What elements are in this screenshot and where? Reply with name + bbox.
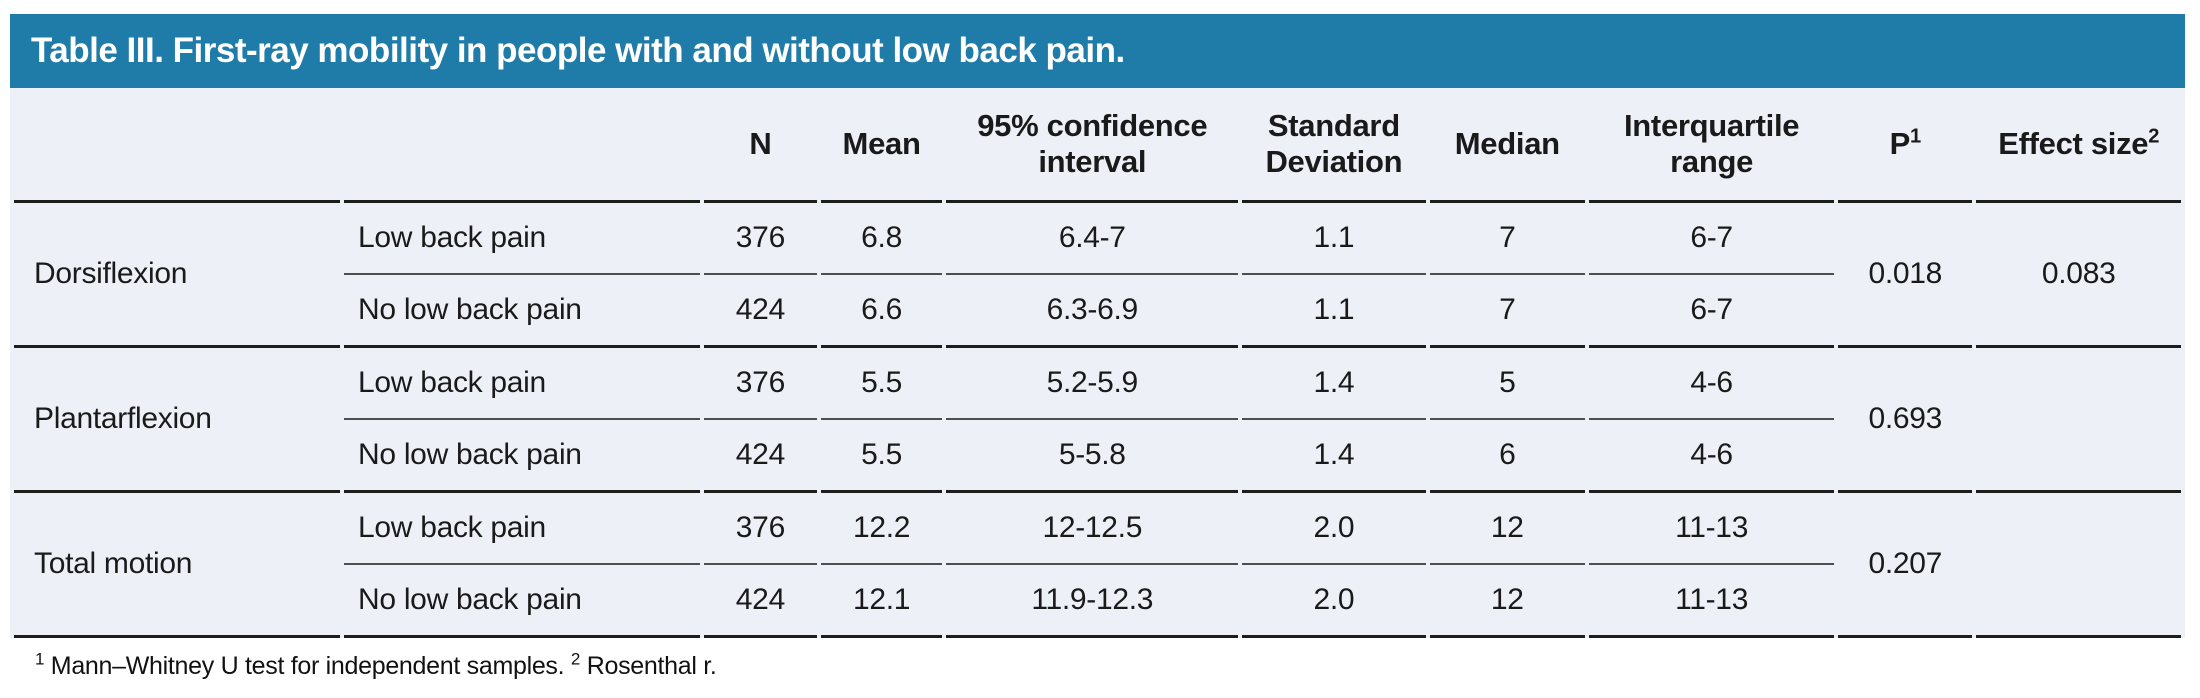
median-cell: 5 (1429, 345, 1586, 420)
table-row: No low back pain 424 5.5 5-5.8 1.4 6 4-6 (14, 420, 2181, 490)
n-cell: 424 (735, 438, 785, 471)
footnote-text-1: Mann–Whitney U test for independent samp… (44, 652, 571, 680)
iqr-cell: 6-7 (1690, 293, 1733, 326)
footnote-text-2: Rosenthal r. (580, 652, 717, 680)
effect-size-superscript: 2 (2148, 125, 2160, 148)
median-cell: 6 (1499, 438, 1516, 471)
table-title-bar: Table III. First-ray mobility in people … (10, 14, 2185, 88)
ci-cell: 11.9-12.3 (946, 565, 1239, 638)
group-cell: Low back pain (344, 203, 700, 275)
median-cell: 7 (1499, 293, 1516, 326)
mean-cell: 12.2 (820, 490, 943, 565)
effect-size-cell (1976, 490, 2181, 638)
n-cell: 376 (703, 203, 817, 275)
table-row: Dorsiflexion Low back pain 376 6.8 6.4-7… (14, 203, 2181, 290)
mean-cell: 5.5 (861, 438, 902, 471)
p-value-cell: 0.018 (1868, 257, 1943, 290)
group-cell: No low back pain (358, 438, 582, 471)
ci-cell: 5.2-5.9 (946, 345, 1239, 420)
sd-cell: 1.4 (1313, 438, 1355, 471)
sd-cell: 1.4 (1242, 345, 1426, 420)
table-row: No low back pain 424 12.1 11.9-12.3 2.0 … (14, 565, 2181, 638)
sd-cell: 2.0 (1242, 565, 1426, 638)
iqr-cell: 4-6 (1690, 438, 1733, 471)
sd-cell: 1.1 (1242, 203, 1426, 275)
p-value-cell: 0.693 (1838, 345, 1973, 490)
mean-cell: 6.8 (820, 203, 943, 275)
sd-cell: 1.1 (1313, 293, 1355, 326)
n-cell: 376 (703, 490, 817, 565)
header-median: Median (1429, 88, 1586, 203)
effect-size-cell: 0.083 (2041, 257, 2116, 290)
data-table: N Mean 95% confidence interval Standard … (10, 88, 2185, 638)
row-label-dorsiflexion: Dorsiflexion (34, 257, 188, 290)
header-n: N (703, 88, 817, 203)
row-label-total-motion: Total motion (14, 490, 341, 638)
median-cell: 12 (1429, 490, 1586, 565)
iqr-cell: 11-13 (1589, 565, 1835, 638)
iqr-cell: 11-13 (1589, 490, 1835, 565)
table-row: Plantarflexion Low back pain 376 5.5 5.2… (14, 345, 2181, 435)
header-confidence-interval: 95% confidence interval (946, 88, 1239, 203)
header-effect-size: Effect size2 (1976, 88, 2181, 203)
group-cell: Low back pain (344, 345, 700, 420)
header-standard-deviation: Standard Deviation (1242, 88, 1426, 203)
iqr-cell: 6-7 (1589, 203, 1835, 275)
group-cell: Low back pain (344, 490, 700, 565)
table-row: No low back pain 424 6.6 6.3-6.9 1.1 7 6… (14, 275, 2181, 345)
footnote: 1 Mann–Whitney U test for independent sa… (15, 638, 2185, 681)
median-cell: 12 (1429, 565, 1586, 638)
iqr-cell: 4-6 (1589, 345, 1835, 420)
p-superscript: 1 (1909, 125, 1921, 148)
header-spacer (14, 88, 341, 203)
header-p: P1 (1838, 88, 1973, 203)
header-row: N Mean 95% confidence interval Standard … (14, 88, 2181, 203)
mean-cell: 6.6 (861, 293, 902, 326)
p-value-cell: 0.207 (1838, 490, 1973, 638)
table-title: Table III. First-ray mobility in people … (31, 31, 1125, 70)
footnote-superscript-2: 2 (570, 649, 581, 669)
footnote-superscript-1: 1 (35, 649, 45, 669)
ci-cell: 6.4-7 (946, 203, 1239, 275)
row-label-plantarflexion: Plantarflexion (14, 345, 341, 490)
ci-cell: 6.3-6.9 (1046, 293, 1139, 326)
group-cell: No low back pain (344, 565, 700, 638)
n-cell: 424 (735, 293, 785, 326)
effect-size-cell (1976, 345, 2181, 490)
n-cell: 424 (703, 565, 817, 638)
n-cell: 376 (703, 345, 817, 420)
header-mean: Mean (820, 88, 943, 203)
ci-cell: 5-5.8 (1058, 438, 1126, 471)
group-cell: No low back pain (358, 293, 582, 326)
ci-cell: 12-12.5 (946, 490, 1239, 565)
median-cell: 7 (1429, 203, 1586, 275)
sd-cell: 2.0 (1242, 490, 1426, 565)
mean-cell: 12.1 (820, 565, 943, 638)
table-row: Total motion Low back pain 376 12.2 12-1… (14, 490, 2181, 638)
table-container: N Mean 95% confidence interval Standard … (10, 88, 2185, 638)
header-spacer (344, 88, 700, 203)
header-interquartile-range: Interquartile range (1589, 88, 1835, 203)
mean-cell: 5.5 (820, 345, 943, 420)
